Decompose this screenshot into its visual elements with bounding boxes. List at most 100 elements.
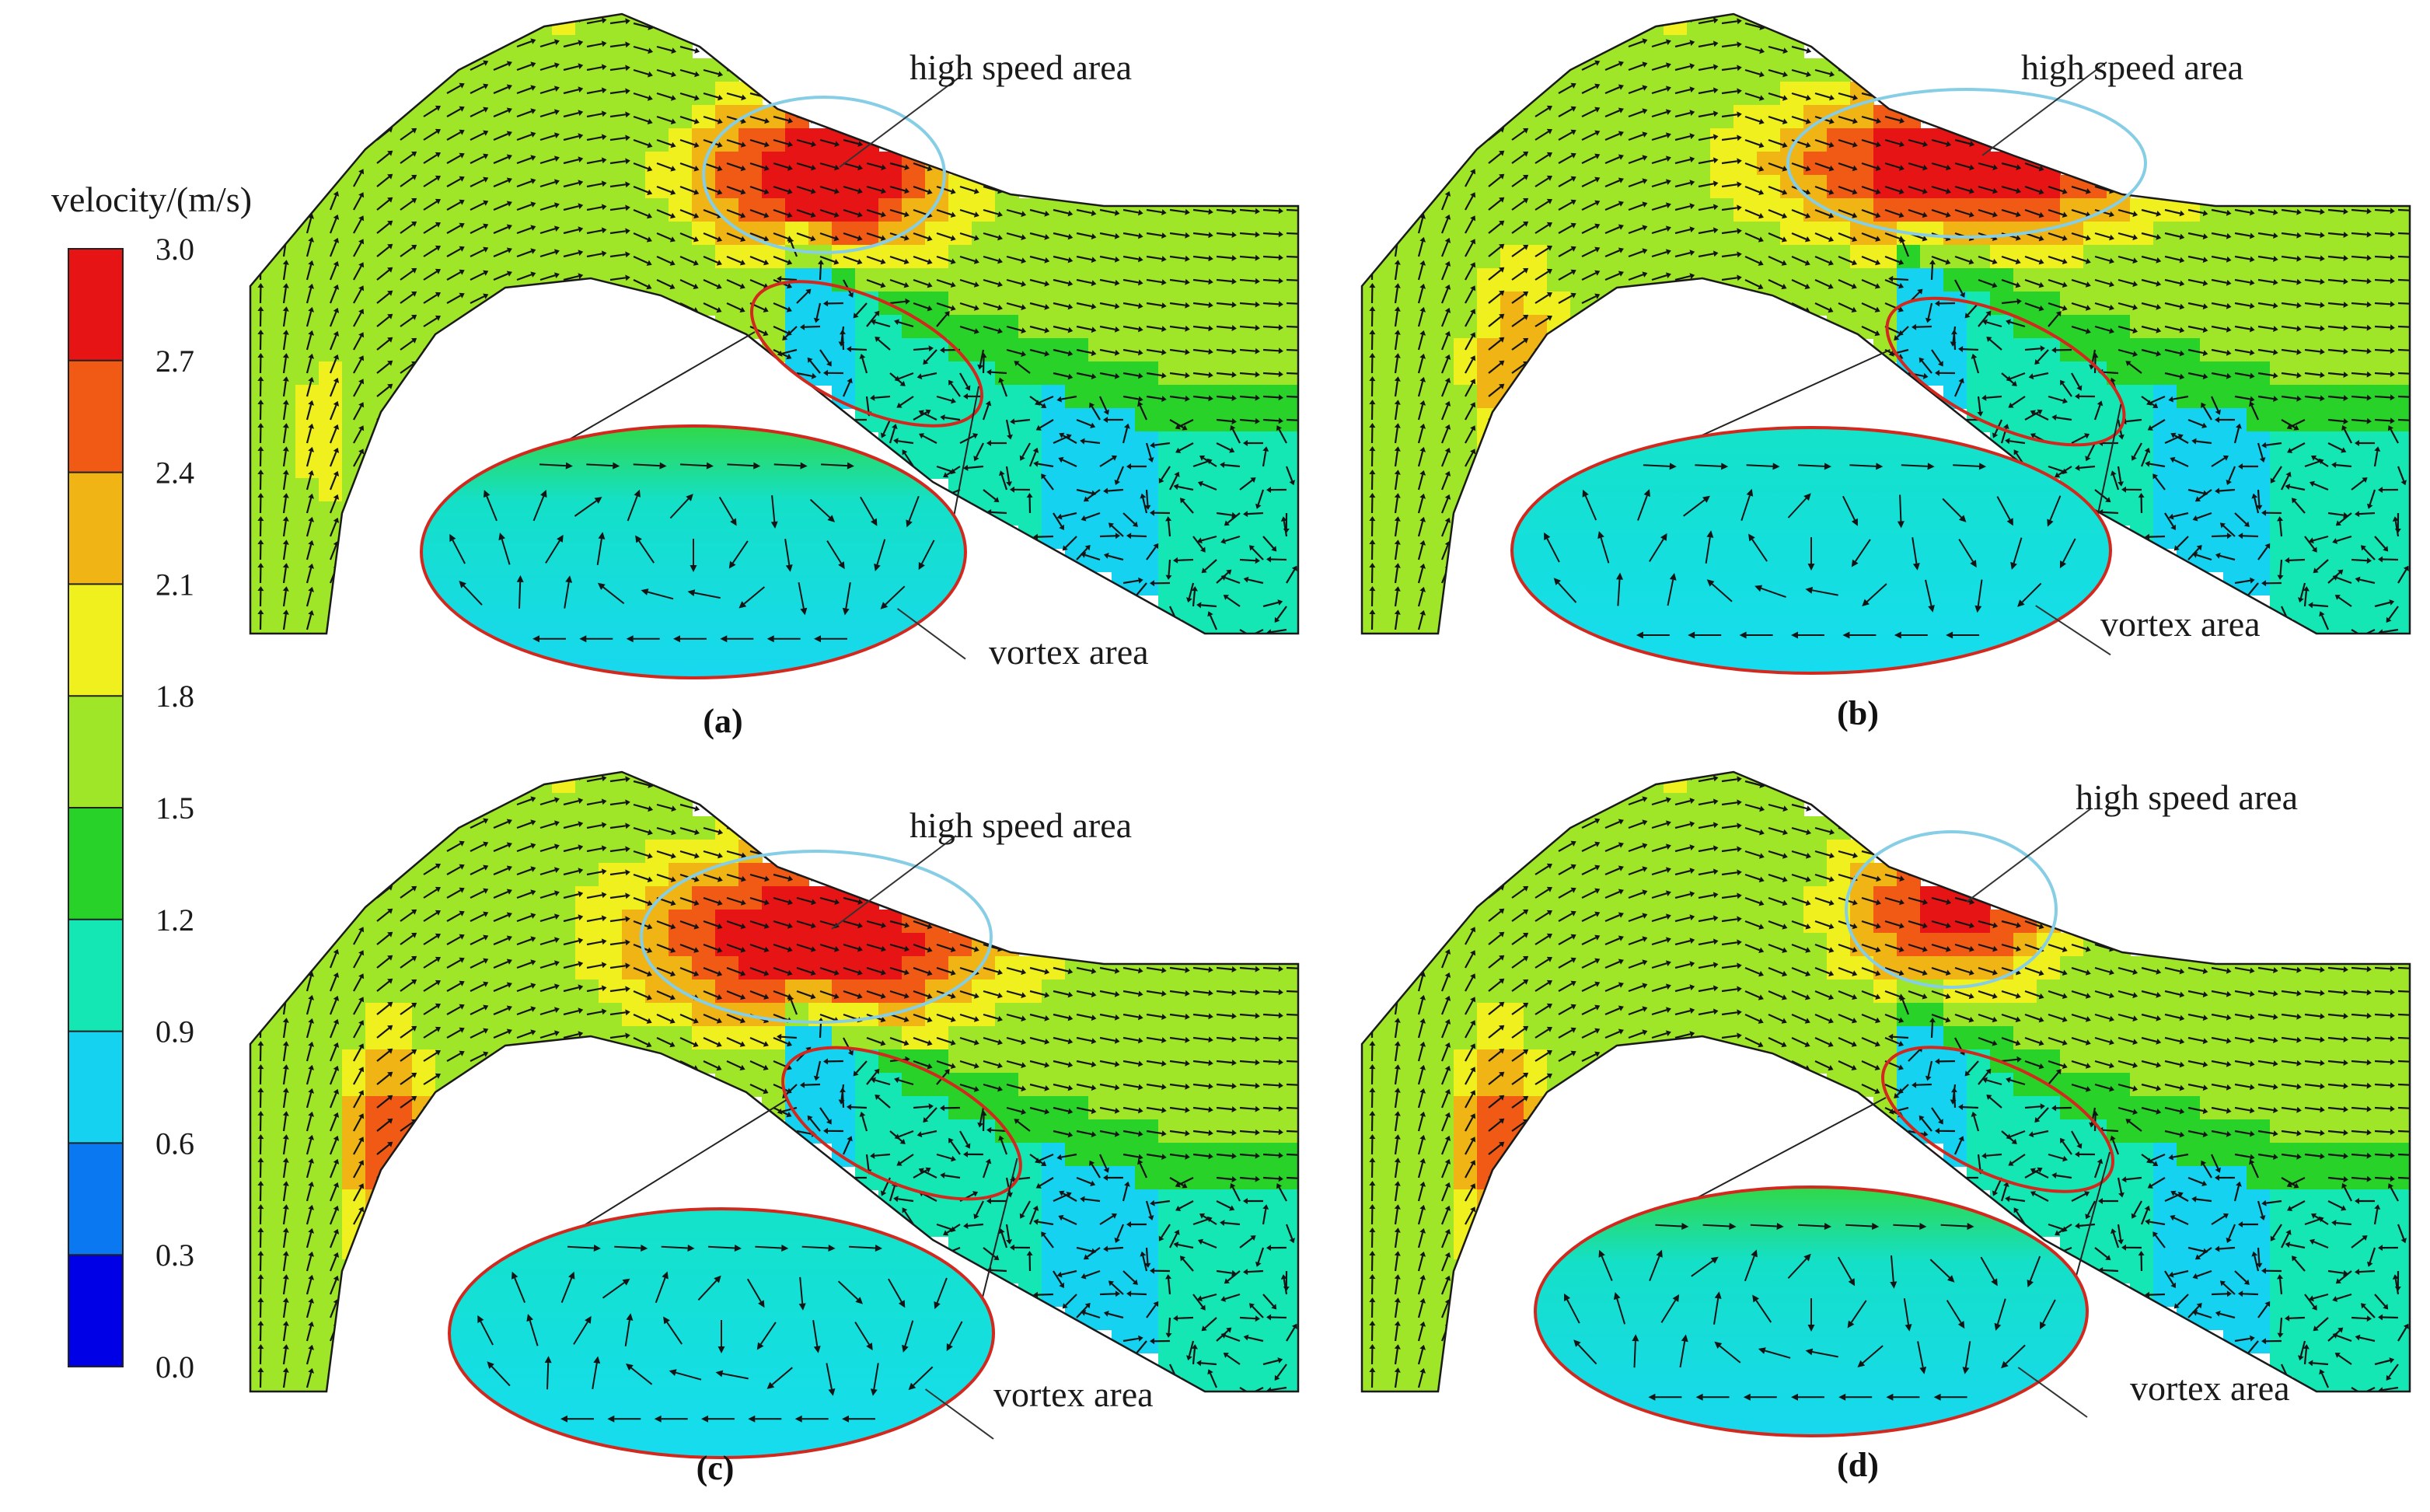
inset-vector-arrowhead bbox=[827, 515, 836, 522]
inset-vector-arrowhead bbox=[880, 602, 889, 609]
colorbar-tick-label: 0.6 bbox=[155, 1126, 194, 1161]
vector-arrowhead bbox=[2414, 278, 2418, 284]
contour-cell bbox=[295, 455, 319, 479]
vector-arrow bbox=[353, 428, 362, 444]
vector-arrow bbox=[305, 241, 312, 257]
vector-arrow bbox=[329, 404, 337, 421]
vector-arrow bbox=[563, 205, 579, 211]
contour-cell bbox=[1827, 315, 1851, 339]
vector-arrow bbox=[922, 435, 937, 444]
vector-arrow bbox=[1099, 208, 1115, 214]
vector-arrow bbox=[423, 317, 438, 327]
vector-arrow bbox=[944, 417, 961, 421]
contour-cell bbox=[250, 385, 273, 409]
contour-cell bbox=[319, 933, 343, 957]
vector-arrow bbox=[1216, 208, 1233, 213]
vector-arrow bbox=[1201, 535, 1217, 542]
vector-arrow bbox=[1286, 208, 1298, 211]
vector-arrow bbox=[329, 544, 337, 560]
vector-arrowhead bbox=[578, 250, 584, 257]
vector-arrow bbox=[1122, 512, 1136, 525]
vector-arrow bbox=[936, 465, 952, 473]
vector-arrow bbox=[609, 67, 626, 72]
contour-cell bbox=[1430, 315, 1454, 339]
vector-arrow bbox=[1216, 442, 1231, 451]
contour-cell bbox=[2317, 478, 2341, 502]
vector-arrow bbox=[1192, 325, 1210, 330]
vector-arrow bbox=[609, 207, 626, 211]
vector-arrow bbox=[305, 311, 312, 327]
vector-arrow bbox=[679, 232, 695, 240]
contour-cell bbox=[1430, 292, 1454, 316]
contour-cell bbox=[319, 1073, 343, 1097]
vector-arrow bbox=[1247, 512, 1264, 515]
contour-cell bbox=[1205, 1283, 1229, 1307]
vector-arrow bbox=[376, 152, 390, 164]
vector-arrow bbox=[1099, 348, 1115, 354]
vector-arrow bbox=[796, 372, 812, 377]
vector-arrow bbox=[913, 278, 929, 286]
contour-cell bbox=[295, 571, 319, 595]
vector-arrowhead bbox=[927, 211, 933, 218]
vector-arrow bbox=[470, 62, 485, 71]
contour-cell bbox=[2340, 455, 2364, 479]
vector-arrow bbox=[586, 113, 602, 118]
vector-arrowhead bbox=[693, 283, 699, 289]
vector-arrowhead bbox=[308, 236, 314, 243]
contour-cell bbox=[995, 385, 1019, 409]
vector-arrow bbox=[282, 288, 287, 304]
vector-arrowhead bbox=[1007, 434, 1013, 440]
vector-arrowhead bbox=[948, 379, 954, 386]
inset-vector-arrowhead bbox=[687, 589, 696, 596]
vector-arrowhead bbox=[1021, 211, 1027, 218]
vector-arrow bbox=[1192, 232, 1210, 236]
vector-arrow bbox=[423, 107, 438, 117]
vector-arrow bbox=[1006, 325, 1022, 332]
vector-arrowhead bbox=[894, 375, 900, 382]
inset-vector-arrow bbox=[486, 496, 498, 522]
vector-arrowhead bbox=[1199, 546, 1206, 553]
vector-arrow bbox=[329, 474, 337, 491]
vector-arrowhead bbox=[787, 259, 793, 265]
contour-cell bbox=[295, 268, 319, 292]
vector-arrowhead bbox=[601, 134, 607, 141]
colorbar-tick-label: 3.0 bbox=[155, 232, 194, 267]
contour-cell bbox=[1430, 501, 1454, 526]
contour-cell bbox=[785, 1026, 809, 1050]
contour-cell bbox=[1065, 1306, 1089, 1330]
vector-arrow bbox=[1076, 255, 1092, 261]
vector-arrow bbox=[1029, 348, 1046, 354]
vector-arrow bbox=[1029, 278, 1046, 285]
vector-arrow bbox=[773, 325, 788, 334]
contour-cell bbox=[1430, 361, 1454, 386]
velocity-vectors bbox=[257, 16, 1298, 634]
vector-arrowhead bbox=[847, 378, 853, 384]
vector-arrowhead bbox=[530, 38, 536, 44]
contour-cell bbox=[295, 595, 319, 619]
vector-arrow bbox=[959, 435, 975, 444]
vector-arrowhead bbox=[333, 424, 340, 430]
vector-arrowhead bbox=[387, 313, 393, 320]
vector-arrow bbox=[353, 382, 362, 397]
contour-cell bbox=[505, 772, 529, 794]
vector-arrowhead bbox=[1280, 516, 1287, 522]
vector-arrow bbox=[493, 156, 508, 165]
vector-arrowhead bbox=[646, 236, 652, 243]
vector-arrow bbox=[1006, 208, 1022, 215]
vector-arrow bbox=[2397, 232, 2410, 235]
inset-vector-arrow bbox=[876, 539, 886, 565]
contour-cell bbox=[295, 979, 319, 1004]
vector-arrowhead bbox=[739, 283, 745, 289]
vector-arrowhead bbox=[1067, 373, 1074, 380]
vector-arrow bbox=[656, 232, 672, 240]
vector-arrowhead bbox=[1059, 432, 1065, 438]
contour-cell bbox=[1228, 455, 1252, 479]
contour-cell bbox=[342, 886, 366, 910]
vector-arrow bbox=[305, 428, 312, 444]
inset-vector-arrow bbox=[771, 495, 776, 522]
vector-arrow bbox=[400, 130, 414, 141]
vector-arrow bbox=[1192, 255, 1210, 260]
vector-arrow bbox=[1224, 464, 1241, 468]
vector-arrow bbox=[2397, 302, 2410, 305]
